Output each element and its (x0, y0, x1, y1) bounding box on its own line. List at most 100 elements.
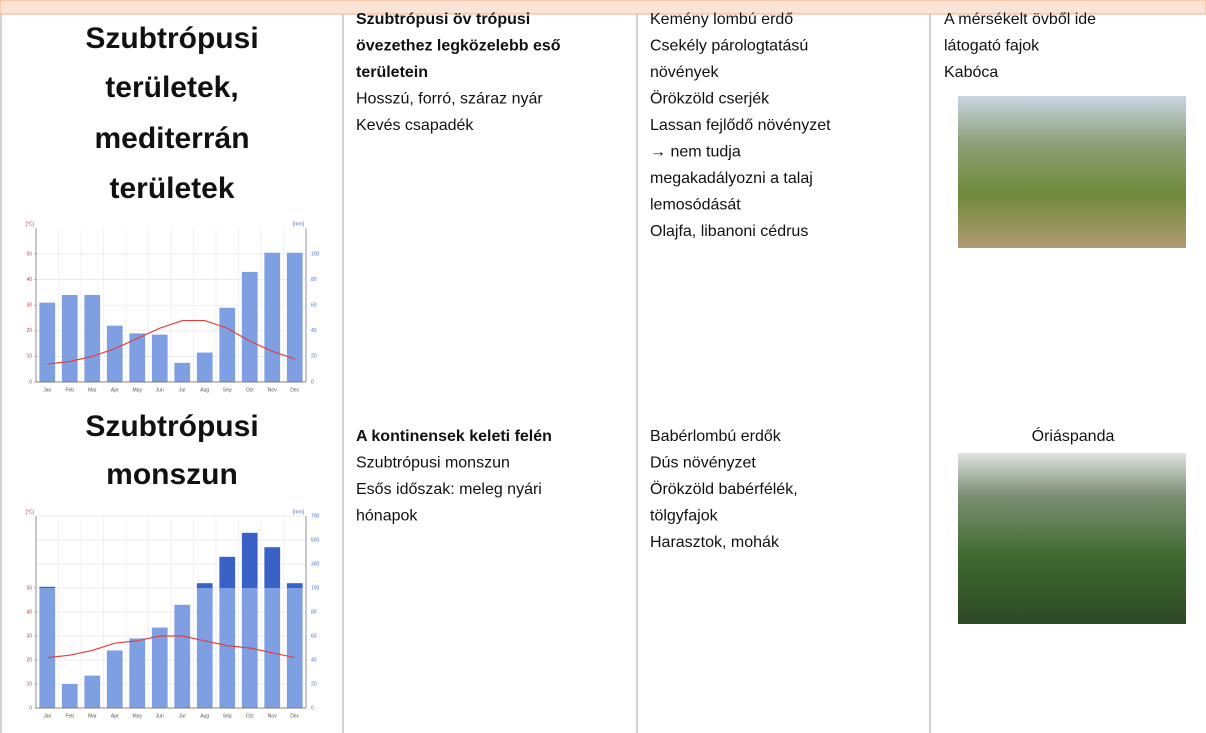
bar-body (84, 295, 100, 382)
y2-tick-label: 100 (311, 585, 320, 591)
region-title: Szubtrópusi (85, 22, 258, 55)
bar (107, 650, 123, 708)
bar-body (62, 295, 78, 382)
vegetation-text: tölgyfajok (650, 508, 719, 525)
bar (197, 583, 213, 708)
bar-upper (242, 533, 258, 588)
x-tick-label: Jun (156, 387, 164, 393)
bar (84, 295, 100, 382)
vegetation-text: Csekély párologtatású (650, 38, 808, 55)
y-axis-label: [°C] (26, 509, 35, 515)
bar-body (129, 638, 145, 708)
x-tick-label: Oct (246, 387, 254, 393)
region-title: területek, (105, 71, 238, 104)
x-tick-label: Nov (268, 387, 277, 393)
y2-axis-label: [mm] (293, 509, 305, 515)
vegetation-text: Lassan fejlődő növényzet (650, 117, 831, 134)
region-title: monszun (106, 458, 238, 491)
y2-tick-label: 80 (311, 609, 317, 615)
x-tick-label: Aug (200, 387, 209, 393)
x-tick-label: Sep (223, 713, 232, 719)
vegetation-text: Babérlombú erdők (650, 428, 782, 445)
bar-body (264, 253, 280, 382)
x-tick-label: Feb (65, 387, 74, 393)
climate-text: Esős időszak: meleg nyári (356, 481, 542, 498)
x-tick-label: Jan (43, 713, 51, 719)
y-tick-label: 10 (26, 354, 32, 360)
x-tick-label: Jan (43, 387, 51, 393)
y-tick-label: 30 (26, 633, 32, 639)
bar (62, 684, 78, 708)
vegetation-text: Dús növényzet (650, 455, 756, 472)
x-tick-label: Dec (290, 387, 299, 393)
bar-lower (287, 588, 303, 708)
y2-tick-label: 0 (311, 705, 314, 711)
vegetation-text: Kemény lombú erdő (650, 11, 793, 28)
x-tick-label: Mar (88, 713, 97, 719)
y2-tick-label: 40 (311, 657, 317, 663)
y-tick-label: 20 (26, 328, 32, 334)
fauna-text: Kabóca (944, 64, 998, 81)
climate-text: Hosszú, forró, száraz nyár (356, 91, 543, 108)
bar-lower (197, 588, 213, 708)
bar (107, 326, 123, 382)
bar-body (152, 335, 168, 382)
x-tick-label: Jun (156, 713, 164, 719)
y-tick-label: 0 (29, 379, 32, 385)
bar-body (84, 676, 100, 708)
x-tick-label: Aug (200, 713, 209, 719)
climate-heading: övezethez legközelebb eső (356, 38, 561, 55)
y-axis-label: [°C] (26, 222, 35, 228)
climate-text: Kevés csapadék (356, 117, 474, 134)
bar (219, 557, 235, 708)
bar-body (242, 272, 258, 382)
vegetation-text: Örökzöld cserjék (650, 90, 770, 108)
bar-upper (39, 587, 55, 588)
bar (174, 363, 190, 382)
y2-tick-label: 60 (311, 303, 317, 309)
bar-upper (287, 583, 303, 588)
x-tick-label: Feb (65, 713, 74, 719)
bar-body (39, 303, 55, 382)
y2-tick-label: 40 (311, 328, 317, 334)
bar-body (152, 628, 168, 708)
bar (152, 335, 168, 382)
y-tick-label: 40 (26, 609, 32, 615)
bar (264, 547, 280, 708)
vegetation-text: megakadályozni a talaj (650, 170, 813, 187)
bar-body (219, 308, 235, 382)
bar (39, 303, 55, 382)
bar (242, 272, 258, 382)
y-tick-label: 50 (26, 251, 32, 257)
x-tick-label: Sep (223, 387, 232, 393)
x-tick-label: Oct (246, 713, 254, 719)
bar (174, 605, 190, 708)
y2-axis-label: [mm] (293, 222, 305, 228)
x-tick-label: Jul (179, 713, 185, 719)
climate-heading: A kontinensek keleti felén (356, 428, 552, 445)
y2-tick-label: 100 (311, 251, 320, 257)
y2-tick-label: 60 (311, 633, 317, 639)
bar-lower (264, 588, 280, 708)
x-tick-label: Mar (88, 387, 97, 393)
fauna-text: A mérsékelt övből ide (944, 11, 1096, 28)
panda-photo (958, 453, 1186, 624)
vegetation-text: Olajfa, libanoni cédrus (650, 223, 808, 240)
x-tick-label: Apr (111, 713, 119, 719)
bar-body (174, 363, 190, 382)
bar (219, 308, 235, 382)
y2-tick-label: 20 (311, 354, 317, 360)
y2-tick-label: 80 (311, 277, 317, 283)
x-tick-label: May (133, 387, 143, 393)
vegetation-text: növények (650, 64, 719, 81)
bar (152, 628, 168, 708)
climate-heading: Szubtrópusi öv trópusi (356, 11, 530, 28)
x-tick-label: Dec (290, 713, 299, 719)
climate-heading: területein (356, 64, 428, 81)
bar-lower (39, 588, 55, 708)
y-tick-label: 40 (26, 277, 32, 283)
bar-body (62, 684, 78, 708)
bar (264, 253, 280, 382)
bar (84, 676, 100, 708)
bar (129, 638, 145, 708)
